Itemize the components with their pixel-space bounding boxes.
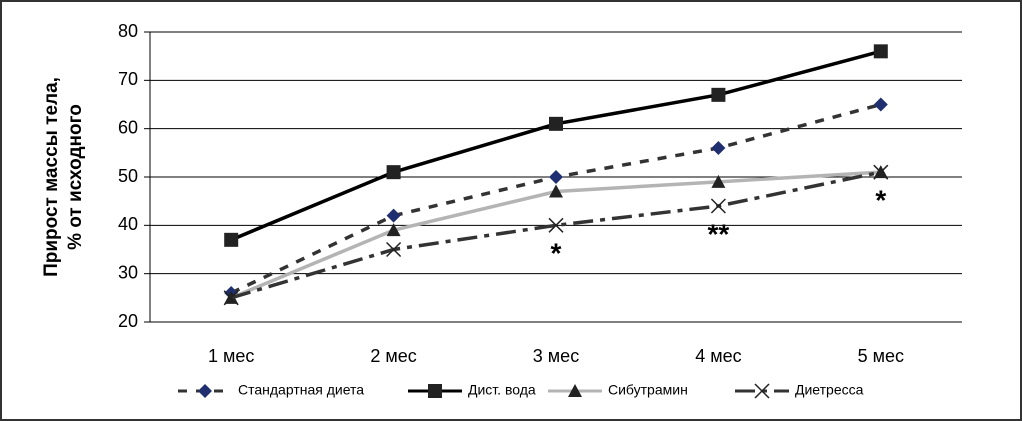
y-tick-label: 30 <box>118 262 138 282</box>
marker <box>386 165 401 180</box>
y-axis-title-line: Прирост массы тела, <box>41 77 62 277</box>
annotation: * <box>875 185 886 216</box>
legend-label: Дист. вода <box>468 382 536 398</box>
marker <box>873 44 888 59</box>
marker <box>568 384 582 397</box>
marker <box>548 217 564 233</box>
marker <box>873 164 889 180</box>
marker <box>224 232 239 247</box>
marker <box>198 384 212 398</box>
marker <box>754 383 770 399</box>
marker <box>386 223 401 237</box>
legend-label: Стандартная диета <box>238 382 364 398</box>
marker <box>711 87 726 102</box>
marker <box>710 198 726 214</box>
marker <box>386 208 401 223</box>
legend-label: Сибутрамин <box>608 382 688 398</box>
x-tick-label: 4 мес <box>695 346 741 366</box>
marker <box>549 116 563 131</box>
marker <box>711 174 726 188</box>
y-tick-label: 70 <box>118 69 138 89</box>
annotation: * <box>551 238 562 269</box>
legend-label: Диетресса <box>795 382 864 398</box>
marker <box>549 170 563 184</box>
y-axis-title-line: % от исходного <box>65 104 86 250</box>
annotation: ** <box>708 218 730 249</box>
series-line <box>230 170 882 300</box>
y-tick-label: 20 <box>118 311 138 331</box>
x-tick-label: 1 мес <box>208 346 254 366</box>
y-axis-title: Прирост массы тела, % от исходного <box>41 77 86 277</box>
x-tick-label: 5 мес <box>858 346 904 366</box>
y-tick-label: 80 <box>118 21 138 41</box>
x-tick-label: 2 мес <box>370 346 416 366</box>
marker <box>873 97 888 112</box>
y-tick-label: 60 <box>118 117 138 137</box>
marker <box>428 384 442 398</box>
marker <box>386 241 402 258</box>
y-tick-label: 50 <box>118 166 138 186</box>
y-tick-label: 40 <box>118 214 138 234</box>
marker <box>223 290 239 306</box>
marker <box>549 184 563 198</box>
marker <box>711 141 726 155</box>
x-tick-label: 3 мес <box>533 346 579 366</box>
